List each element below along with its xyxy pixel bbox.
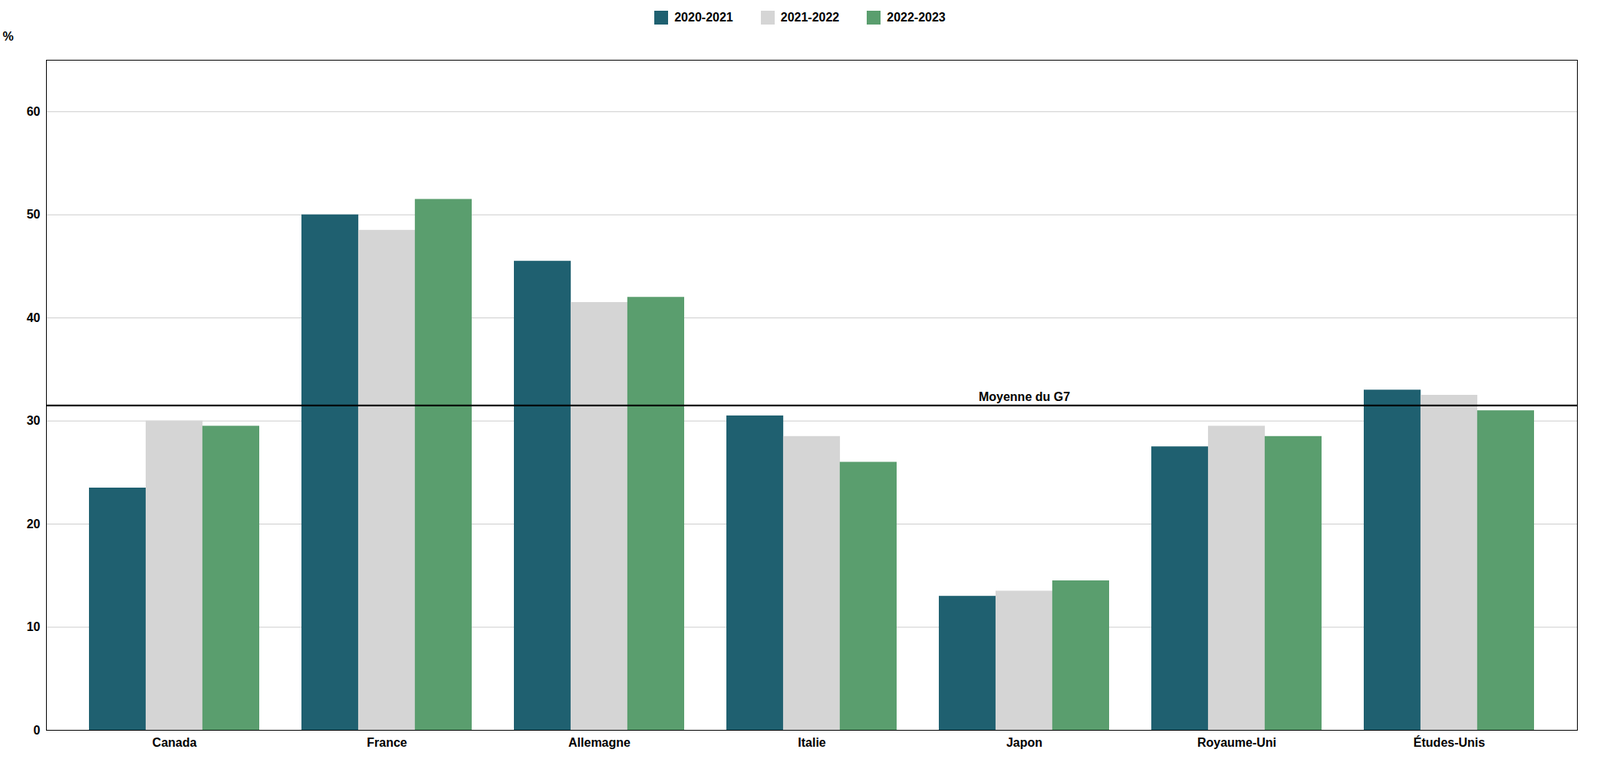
svg-text:Italie: Italie	[797, 736, 827, 750]
svg-text:30: 30	[26, 414, 41, 428]
svg-text:Moyenne du G7: Moyenne du G7	[978, 390, 1070, 404]
svg-text:50: 50	[26, 207, 41, 221]
svg-text:Canada: Canada	[152, 736, 198, 750]
svg-text:Allemagne: Allemagne	[568, 736, 631, 750]
svg-text:0: 0	[33, 724, 41, 738]
svg-text:Royaume-Uni: Royaume-Uni	[1197, 736, 1277, 750]
svg-text:40: 40	[26, 311, 41, 325]
html-text:2020-2021: 2020-2021	[674, 10, 734, 24]
html-text:2021-2022: 2021-2022	[780, 10, 840, 24]
svg-text:France: France	[366, 736, 408, 750]
svg-text:%: %	[3, 29, 14, 43]
svg-text:Études-Unis: Études-Unis	[1413, 735, 1485, 750]
svg-text:20: 20	[26, 517, 41, 531]
svg-text:10: 10	[26, 620, 41, 634]
svg-text:Japon: Japon	[1006, 736, 1043, 750]
html-text:2022-2023: 2022-2023	[886, 10, 946, 24]
svg-text:60: 60	[26, 105, 41, 119]
